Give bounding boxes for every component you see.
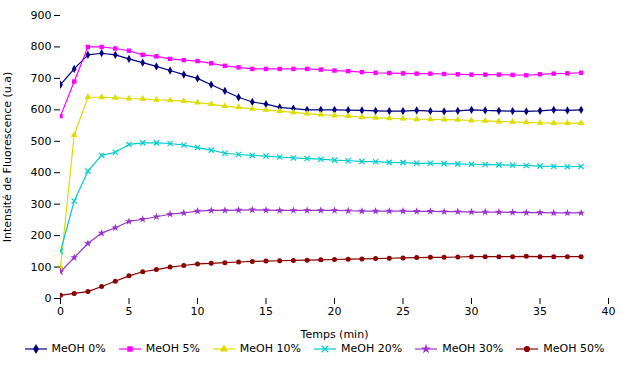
svg-text:0: 0: [57, 305, 64, 318]
svg-text:20: 20: [328, 305, 342, 318]
svg-text:500: 500: [31, 135, 52, 148]
svg-text:200: 200: [31, 229, 52, 242]
svg-text:15: 15: [259, 305, 273, 318]
html-text:MeOH 50%: MeOH 50%: [543, 342, 605, 355]
svg-text:Temps (min): Temps (min): [300, 328, 369, 341]
svg-text:400: 400: [31, 166, 52, 179]
html-text:MeOH 0%: MeOH 0%: [51, 342, 106, 355]
svg-text:900: 900: [31, 9, 52, 22]
svg-text:25: 25: [396, 305, 410, 318]
svg-text:300: 300: [31, 198, 52, 211]
html-text:MeOH 20%: MeOH 20%: [341, 342, 403, 355]
svg-text:5: 5: [126, 305, 133, 318]
svg-text:10: 10: [191, 305, 205, 318]
html-text:MeOH 5%: MeOH 5%: [145, 342, 200, 355]
svg-text:0: 0: [45, 292, 52, 305]
svg-text:600: 600: [31, 103, 52, 116]
svg-text:35: 35: [533, 305, 547, 318]
svg-text:30: 30: [465, 305, 479, 318]
svg-text:40: 40: [602, 305, 616, 318]
svg-text:700: 700: [31, 72, 52, 85]
svg-text:800: 800: [31, 40, 52, 53]
svg-text:Intensité de Fluorescence (u.a: Intensité de Fluorescence (u.a): [1, 72, 14, 243]
html-text:MeOH 30%: MeOH 30%: [442, 342, 504, 355]
svg-text:100: 100: [31, 261, 52, 274]
html-text:MeOH 10%: MeOH 10%: [239, 342, 301, 355]
